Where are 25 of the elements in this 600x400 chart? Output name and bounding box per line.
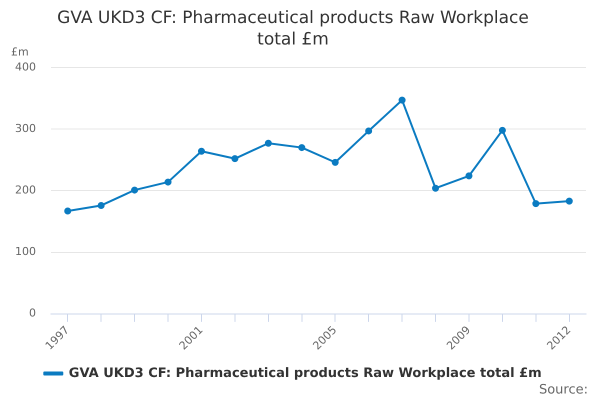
y-tick-label: 200 — [14, 184, 36, 197]
source-note: Source: — [538, 382, 588, 398]
y-tick-label: 300 — [14, 122, 36, 135]
point — [532, 200, 540, 208]
legend-label: GVA UKD3 CF: Pharmaceutical products Raw Workplace total £m — [68, 366, 542, 381]
point — [332, 158, 339, 166]
y-tick-label: 100 — [14, 245, 36, 258]
point — [64, 208, 72, 215]
point — [231, 155, 238, 162]
point — [164, 178, 172, 186]
y-axis-title: £m — [11, 45, 29, 58]
y-tick-label: 0 — [28, 306, 36, 320]
point — [131, 186, 138, 194]
point — [498, 126, 506, 134]
point — [465, 172, 472, 180]
point — [566, 198, 573, 205]
point — [398, 96, 406, 104]
point — [298, 144, 306, 152]
point — [365, 127, 372, 134]
point — [432, 184, 440, 192]
y-tick-label: 400 — [14, 60, 36, 74]
point — [198, 148, 205, 155]
point — [98, 202, 105, 209]
point — [264, 140, 272, 147]
chart-title: GVA UKD3 CF: Pharmaceutical products Raw Workplace total £m — [57, 8, 529, 50]
